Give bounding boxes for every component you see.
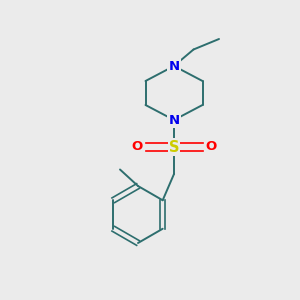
Text: S: S bbox=[169, 140, 179, 154]
Text: N: N bbox=[168, 113, 180, 127]
Text: O: O bbox=[131, 140, 142, 154]
Text: N: N bbox=[168, 59, 180, 73]
Text: O: O bbox=[206, 140, 217, 154]
